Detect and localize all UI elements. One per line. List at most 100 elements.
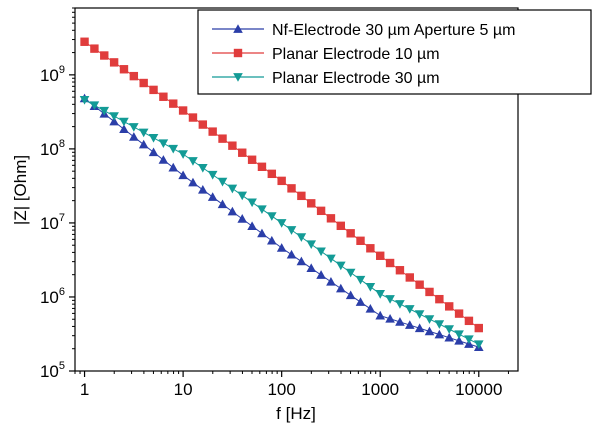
data-point [247, 221, 257, 230]
series-layer [79, 37, 484, 351]
x-tick-label: 10000 [455, 380, 502, 399]
data-point [237, 191, 248, 201]
data-point [217, 177, 228, 187]
data-point [207, 170, 218, 180]
data-point [138, 139, 149, 149]
data-point [129, 123, 139, 132]
y-tick-label: 108 [40, 138, 65, 159]
data-point [208, 127, 217, 136]
legend-box [197, 9, 592, 95]
data-point [366, 244, 375, 253]
data-point [454, 336, 464, 345]
data-point [326, 254, 336, 264]
y-tick-base: 10 [40, 66, 59, 85]
data-point [404, 305, 415, 314]
y-tick-label: 106 [40, 286, 65, 307]
data-point [365, 304, 376, 313]
data-point [188, 113, 198, 122]
data-point [198, 164, 208, 173]
legend-label: Planar Electrode 10 µm [272, 46, 440, 63]
data-point [238, 148, 247, 157]
data-point [257, 205, 267, 214]
legend-label: Nf-Electrode 30 µm Aperture 5 µm [272, 22, 515, 39]
data-point [336, 283, 346, 293]
data-point [385, 258, 395, 268]
data-point [100, 51, 109, 60]
data-point [474, 323, 483, 333]
data-point [149, 85, 158, 95]
data-point [109, 58, 119, 67]
data-point [435, 294, 444, 304]
y-tick-exponent: 8 [59, 138, 65, 150]
x-tick-label: 100 [267, 380, 295, 399]
data-point [139, 78, 148, 88]
y-tick-exponent: 5 [59, 360, 65, 372]
x-tick-label: 1000 [361, 380, 399, 399]
data-point [198, 120, 208, 129]
data-point [267, 169, 277, 179]
data-point [178, 150, 188, 159]
legend-marker [233, 73, 243, 82]
data-point [454, 309, 464, 318]
data-point [306, 240, 317, 250]
data-point [129, 132, 139, 141]
data-point [286, 249, 297, 259]
data-point [336, 261, 346, 271]
data-point [169, 99, 178, 108]
data-point [109, 112, 119, 121]
data-point [168, 162, 179, 172]
data-point [148, 147, 159, 157]
data-point [207, 192, 218, 201]
data-point [178, 170, 188, 180]
data-point [365, 282, 376, 292]
data-point [228, 141, 237, 150]
data-point [267, 212, 277, 221]
data-point [444, 325, 455, 334]
legend: Nf-Electrode 30 µm Aperture 5 µm Planar E… [197, 9, 592, 95]
data-point [109, 116, 119, 126]
data-point [405, 273, 414, 282]
data-point [227, 206, 238, 216]
x-axis-ticks: 1 10 100 1000 10000 [74, 371, 509, 399]
x-axis-title: f [Hz] [276, 404, 316, 423]
data-point [444, 332, 455, 342]
data-point [247, 155, 257, 164]
y-tick-base: 10 [40, 362, 59, 381]
data-point [336, 221, 345, 231]
data-point [159, 92, 168, 101]
data-point [276, 219, 287, 228]
legend-marker [233, 24, 243, 33]
data-point [286, 226, 297, 235]
data-point [345, 268, 356, 278]
data-point [158, 155, 169, 164]
legend-item-3: Planar Electrode 30 µm [212, 70, 440, 87]
data-point [276, 243, 287, 252]
data-point [316, 247, 326, 257]
data-point [257, 162, 267, 171]
data-point [287, 184, 296, 193]
data-point [414, 323, 425, 333]
data-point [355, 275, 366, 285]
data-point [237, 214, 248, 223]
x-tick-label: 1 [80, 380, 89, 399]
data-point [326, 276, 336, 286]
data-point [424, 326, 435, 336]
data-point [445, 302, 454, 311]
data-point [129, 71, 139, 81]
y-tick-base: 10 [40, 288, 59, 307]
y-tick-label: 109 [40, 64, 65, 85]
data-point [277, 176, 286, 186]
data-point [138, 128, 149, 138]
y-tick-label: 107 [40, 212, 65, 233]
data-point [415, 280, 424, 289]
data-point [346, 229, 355, 238]
series-3 [79, 95, 484, 350]
data-point [375, 290, 386, 299]
data-point [80, 37, 89, 46]
data-point [454, 330, 464, 339]
data-point [375, 310, 386, 320]
data-point [316, 206, 326, 216]
data-point [385, 313, 395, 323]
